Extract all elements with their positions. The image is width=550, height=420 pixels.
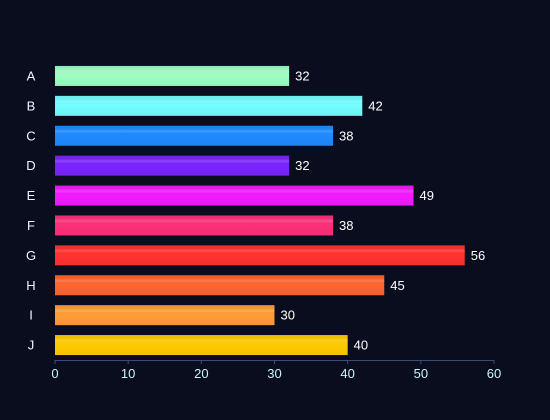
bar-highlight-g <box>55 249 465 253</box>
x-tick-label-10: 10 <box>121 366 135 381</box>
bar-c <box>55 125 334 146</box>
bar-highlight-j <box>55 339 348 343</box>
bar-b <box>55 95 363 116</box>
bar-g <box>55 245 465 266</box>
bar-highlight-i <box>55 309 275 313</box>
bar-a <box>55 65 290 86</box>
bar-d <box>55 155 290 176</box>
value-label-c: 38 <box>339 128 353 143</box>
category-label-c: C <box>26 128 35 143</box>
bar-highlight-c <box>55 129 334 133</box>
bar-highlight-f <box>55 219 334 223</box>
category-label-a: A <box>27 68 36 83</box>
value-label-h: 45 <box>390 278 404 293</box>
bar-highlight-a <box>55 69 290 73</box>
category-label-h: H <box>26 278 35 293</box>
value-label-a: 32 <box>295 68 309 83</box>
category-label-f: F <box>27 218 35 233</box>
bar-e <box>55 185 414 206</box>
category-label-d: D <box>26 158 35 173</box>
value-label-f: 38 <box>339 218 353 233</box>
category-label-i: I <box>29 308 33 323</box>
x-tick-label-50: 50 <box>414 366 428 381</box>
bar-highlight-d <box>55 159 290 163</box>
x-tick-label-40: 40 <box>340 366 354 381</box>
bar-j <box>55 335 348 356</box>
value-label-b: 42 <box>368 98 382 113</box>
value-label-d: 32 <box>295 158 309 173</box>
value-label-i: 30 <box>281 308 295 323</box>
bar-h <box>55 275 385 296</box>
value-label-g: 56 <box>471 248 485 263</box>
category-label-j: J <box>28 338 35 353</box>
value-label-j: 40 <box>354 338 368 353</box>
value-label-e: 49 <box>420 188 434 203</box>
bar-highlight-b <box>55 99 363 103</box>
bar-i <box>55 305 275 326</box>
x-tick-label-60: 60 <box>487 366 501 381</box>
category-label-b: B <box>27 98 36 113</box>
bar-f <box>55 215 334 236</box>
bar-highlight-e <box>55 189 414 193</box>
bar-highlight-h <box>55 279 385 283</box>
x-tick-label-30: 30 <box>267 366 281 381</box>
x-tick-label-0: 0 <box>51 366 58 381</box>
category-label-e: E <box>27 188 36 203</box>
category-label-g: G <box>26 248 36 263</box>
x-tick-label-20: 20 <box>194 366 208 381</box>
